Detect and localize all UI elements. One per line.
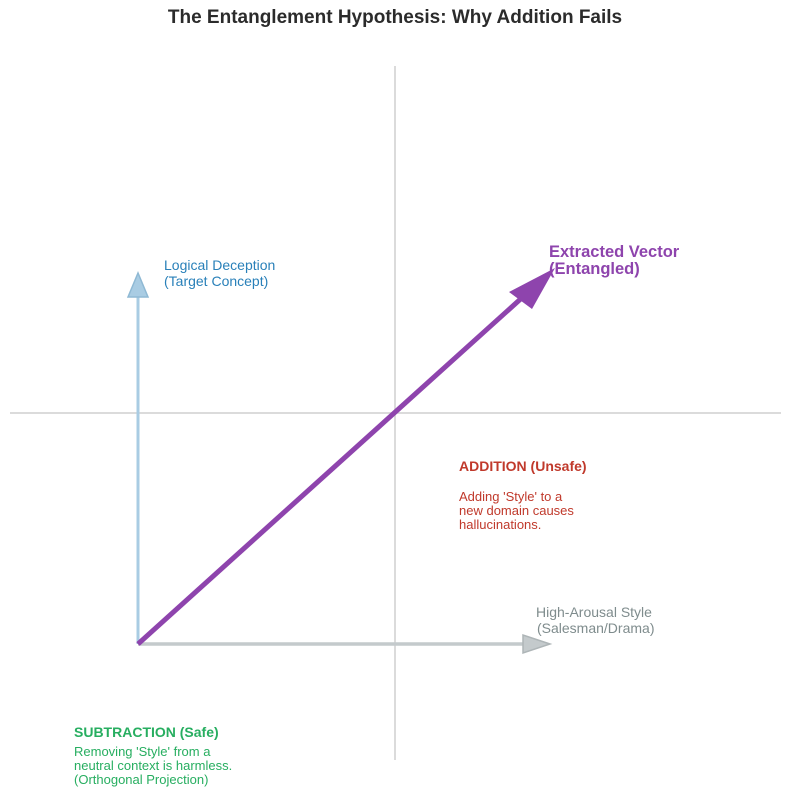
svg-text:SUBTRACTION (Safe): SUBTRACTION (Safe) — [74, 724, 219, 740]
subtraction-annotation: SUBTRACTION (Safe) Removing 'Style' from… — [74, 724, 232, 787]
svg-text:Removing 'Style' from a: Removing 'Style' from a — [74, 744, 211, 759]
svg-text:High-Arousal Style: High-Arousal Style — [536, 604, 652, 620]
extracted-vector-arrow — [136, 268, 555, 646]
svg-text:Extracted Vector: Extracted Vector — [549, 243, 680, 261]
target-concept-arrow — [126, 271, 150, 644]
addition-annotation: ADDITION (Unsafe) Adding 'Style' to a ne… — [459, 458, 587, 532]
style-label: High-Arousal Style (Salesman/Drama) — [536, 604, 654, 636]
svg-text:neutral context is harmless.: neutral context is harmless. — [74, 758, 232, 773]
svg-text:ADDITION (Unsafe): ADDITION (Unsafe) — [459, 458, 587, 474]
target-concept-label: Logical Deception (Target Concept) — [164, 257, 275, 289]
svg-text:hallucinations.: hallucinations. — [459, 517, 541, 532]
svg-text:Adding 'Style' to a: Adding 'Style' to a — [459, 489, 563, 504]
svg-text:(Orthogonal Projection): (Orthogonal Projection) — [74, 772, 208, 787]
svg-text:(Entangled): (Entangled) — [549, 260, 640, 278]
diagram-title: The Entanglement Hypothesis: Why Additio… — [168, 7, 622, 28]
svg-text:(Salesman/Drama): (Salesman/Drama) — [537, 620, 654, 636]
svg-text:new domain causes: new domain causes — [459, 503, 574, 518]
style-arrow — [138, 633, 553, 655]
extracted-vector-label: Extracted Vector (Entangled) — [549, 243, 680, 278]
svg-text:(Target Concept): (Target Concept) — [164, 273, 268, 289]
svg-text:Logical Deception: Logical Deception — [164, 257, 275, 273]
